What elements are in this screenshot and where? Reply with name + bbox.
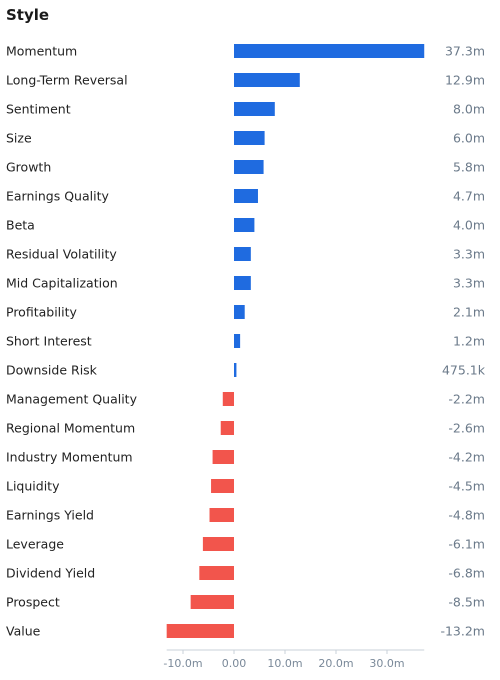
category-label: Regional Momentum — [6, 421, 135, 436]
x-tick-label: -10.0m — [163, 657, 202, 670]
value-label: 6.0m — [453, 131, 485, 146]
bar — [234, 73, 300, 87]
category-label: Size — [6, 131, 32, 146]
category-label: Prospect — [6, 595, 60, 610]
category-label: Liquidity — [6, 479, 60, 494]
category-label: Profitability — [6, 305, 78, 320]
category-label: Downside Risk — [6, 363, 98, 378]
bar — [222, 392, 234, 406]
value-label: 8.0m — [453, 102, 485, 117]
x-tick-label: 30.0m — [369, 657, 404, 670]
category-label: Earnings Yield — [6, 508, 94, 523]
category-label: Residual Volatility — [6, 247, 117, 262]
bar — [234, 247, 251, 261]
value-label: -4.2m — [448, 450, 485, 465]
category-label: Dividend Yield — [6, 566, 95, 581]
bar — [234, 218, 255, 232]
value-label: 475.1k — [442, 363, 486, 378]
bar — [166, 624, 234, 638]
bar — [234, 189, 258, 203]
value-label: 12.9m — [445, 73, 485, 88]
category-label: Leverage — [6, 537, 64, 552]
bar — [234, 102, 275, 116]
value-label: 1.2m — [453, 334, 485, 349]
bar — [220, 421, 234, 435]
value-label: 3.3m — [453, 247, 485, 262]
bar — [211, 479, 234, 493]
x-tick-label: 0.00 — [222, 657, 247, 670]
value-label: -4.5m — [448, 479, 485, 494]
bar — [234, 334, 241, 348]
bar — [234, 131, 265, 145]
category-label: Earnings Quality — [6, 189, 109, 204]
category-label: Management Quality — [6, 392, 138, 407]
category-label: Long-Term Reversal — [6, 73, 128, 88]
category-label: Growth — [6, 160, 51, 175]
value-label: -13.2m — [440, 624, 485, 639]
value-label: 5.8m — [453, 160, 485, 175]
bar — [209, 508, 234, 522]
category-label: Industry Momentum — [6, 450, 133, 465]
value-label: 3.3m — [453, 276, 485, 291]
category-label: Beta — [6, 218, 35, 233]
category-label: Value — [6, 624, 41, 639]
x-tick-label: 20.0m — [318, 657, 353, 670]
value-label: -6.1m — [448, 537, 485, 552]
value-label: -2.2m — [448, 392, 485, 407]
value-label: -2.6m — [448, 421, 485, 436]
bar — [202, 537, 234, 551]
category-label: Sentiment — [6, 102, 71, 117]
value-label: 4.0m — [453, 218, 485, 233]
value-label: -4.8m — [448, 508, 485, 523]
value-label: 2.1m — [453, 305, 485, 320]
bar — [234, 160, 264, 174]
bar — [190, 595, 234, 609]
bar — [199, 566, 234, 580]
category-label: Mid Capitalization — [6, 276, 118, 291]
x-tick-label: 10.0m — [267, 657, 302, 670]
value-label: -6.8m — [448, 566, 485, 581]
value-label: 37.3m — [445, 44, 485, 59]
chart-title: Style — [6, 6, 50, 24]
category-label: Short Interest — [6, 334, 92, 349]
category-label: Momentum — [6, 44, 77, 59]
bar — [234, 276, 251, 290]
bar — [234, 363, 237, 377]
value-label: -8.5m — [448, 595, 485, 610]
bar — [234, 44, 425, 58]
bar — [212, 450, 234, 464]
bar — [234, 305, 245, 319]
value-label: 4.7m — [453, 189, 485, 204]
